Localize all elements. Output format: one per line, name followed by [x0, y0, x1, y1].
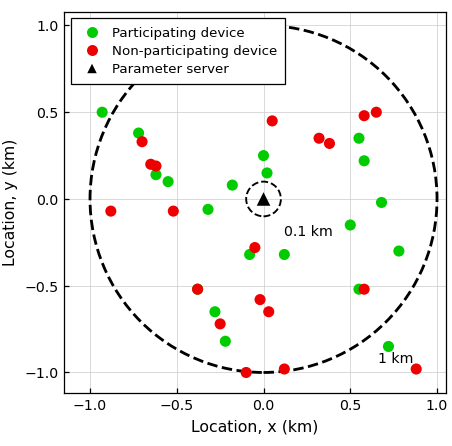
Point	[152, 163, 160, 170]
Point	[265, 308, 273, 315]
Point	[361, 112, 368, 120]
Point	[165, 178, 172, 186]
Point	[212, 308, 219, 315]
Point	[147, 161, 155, 168]
Point	[315, 135, 323, 142]
Point	[222, 338, 229, 345]
Point	[361, 157, 368, 165]
Point	[264, 169, 271, 177]
X-axis label: Location, x (km): Location, x (km)	[191, 419, 319, 434]
Point	[99, 109, 106, 116]
Point	[378, 199, 385, 206]
Point	[268, 31, 276, 38]
Point	[152, 171, 160, 178]
Text: 0.1 km: 0.1 km	[284, 225, 333, 239]
Point	[373, 109, 380, 116]
Point	[194, 286, 201, 293]
Point	[204, 206, 212, 213]
Point	[170, 208, 177, 215]
Point	[260, 152, 267, 159]
Point	[138, 138, 146, 145]
Text: 1 km: 1 km	[378, 352, 414, 366]
Point	[355, 286, 363, 293]
Point	[326, 140, 333, 147]
Point	[395, 248, 402, 255]
Point	[135, 130, 142, 137]
Point	[355, 135, 363, 142]
Point	[243, 369, 250, 376]
Point	[361, 286, 368, 293]
Y-axis label: Location, y (km): Location, y (km)	[3, 139, 18, 266]
Point	[260, 196, 267, 203]
Point	[347, 222, 354, 229]
Point	[251, 244, 259, 251]
Legend: Participating device, Non-participating device, Parameter server: Participating device, Non-participating …	[71, 19, 285, 84]
Point	[217, 320, 224, 327]
Point	[107, 208, 114, 215]
Point	[281, 251, 288, 258]
Point	[268, 118, 276, 125]
Point	[413, 366, 420, 373]
Point	[194, 286, 201, 293]
Point	[281, 366, 288, 373]
Point	[246, 251, 253, 258]
Point	[385, 343, 392, 350]
Point	[256, 296, 264, 303]
Point	[229, 182, 236, 189]
